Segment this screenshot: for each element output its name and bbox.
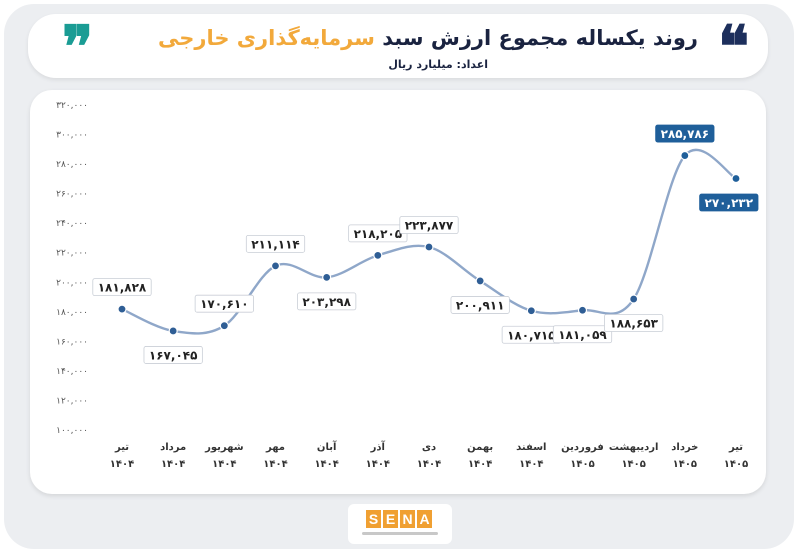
data-label-box xyxy=(194,294,254,313)
data-point xyxy=(475,276,485,286)
data-point xyxy=(526,306,536,316)
data-label-box xyxy=(245,234,306,253)
data-point xyxy=(731,173,741,184)
x-tick-year: ۱۴۰۴ xyxy=(519,459,543,470)
x-tick-month: بهمن xyxy=(467,442,493,453)
x-tick-month: تیر xyxy=(114,442,129,453)
data-label-box xyxy=(552,325,613,344)
y-tick-label: ۱۸۰,۰۰۰ xyxy=(56,308,88,318)
y-tick-label: ۲۴۰,۰۰۰ xyxy=(56,219,88,229)
x-tick-year: ۱۴۰۴ xyxy=(110,459,134,470)
x-tick-month: اردیبهشت xyxy=(609,442,659,453)
data-label: ۱۸۱,۰۵۹ xyxy=(558,328,607,342)
y-tick-label: ۱۴۰,۰۰۰ xyxy=(56,367,88,377)
data-point xyxy=(680,150,690,161)
x-tick-year: ۱۴۰۵ xyxy=(621,459,645,470)
data-label: ۱۸۰,۷۱۵ xyxy=(507,328,556,342)
data-label-box xyxy=(297,292,357,311)
x-tick-year: ۱۴۰۴ xyxy=(366,459,390,470)
data-label-box xyxy=(143,346,203,364)
data-label: ۲۱۱,۱۱۴ xyxy=(251,237,300,251)
data-label: ۲۰۰,۹۱۱ xyxy=(456,298,505,312)
x-tick-month: خرداد xyxy=(671,442,698,453)
y-tick-label: ۳۲۰,۰۰۰ xyxy=(56,101,88,111)
logo-letter: S xyxy=(366,510,381,528)
y-tick-label: ۲۶۰,۰۰۰ xyxy=(56,190,88,200)
data-point xyxy=(322,272,332,283)
data-label: ۱۶۷,۰۴۵ xyxy=(149,348,198,362)
data-point xyxy=(424,242,434,252)
data-point xyxy=(168,326,178,336)
x-tick-year: ۱۴۰۴ xyxy=(417,459,441,470)
data-point xyxy=(629,294,639,304)
x-tick-year: ۱۴۰۴ xyxy=(161,459,185,470)
x-tick-month: مهر xyxy=(265,442,285,453)
x-tick-year: ۱۴۰۴ xyxy=(263,459,287,470)
data-label: ۲۸۵,۷۸۶ xyxy=(661,127,710,141)
chart-card: ۱۰۰,۰۰۰ ۱۲۰,۰۰۰ ۱۴۰,۰۰۰ ۱۶۰,۰۰۰ ۱۸۰,۰۰۰ ۲۰۰,۰… xyxy=(30,90,766,494)
line-chart: ۱۰۰,۰۰۰ ۱۲۰,۰۰۰ ۱۴۰,۰۰۰ ۱۶۰,۰۰۰ ۱۸۰,۰۰۰ ۲۰۰,۰… xyxy=(56,101,759,470)
logo-letter: A xyxy=(417,510,432,528)
x-tick-month: تیر xyxy=(728,442,743,453)
data-label: ۲۰۳,۲۹۸ xyxy=(302,295,351,309)
x-tick-month: آذر xyxy=(370,440,386,453)
data-label-box xyxy=(92,278,152,297)
data-label-box xyxy=(699,193,759,212)
x-tick-month: فروردین xyxy=(561,442,604,453)
title-main: روند یکساله مجموع ارزش سبد xyxy=(382,26,699,50)
data-point xyxy=(577,305,588,315)
y-tick-label: ۲۸۰,۰۰۰ xyxy=(56,160,88,170)
y-tick-label: ۱۶۰,۰۰۰ xyxy=(56,337,88,347)
data-label: ۲۷۰,۲۳۲ xyxy=(705,196,754,210)
data-label-box xyxy=(399,216,459,234)
data-point xyxy=(270,261,281,271)
x-tick-month: مرداد xyxy=(160,442,186,453)
data-point xyxy=(373,250,383,260)
x-tick-year: ۱۴۰۴ xyxy=(314,459,338,470)
y-tick-label: ۳۰۰,۰۰۰ xyxy=(56,131,88,141)
x-tick-year: ۱۴۰۵ xyxy=(724,459,748,470)
data-label: ۲۱۸,۲۰۵ xyxy=(354,227,403,241)
x-tick-year: ۱۴۰۵ xyxy=(570,459,594,470)
data-label: ۱۷۰,۶۱۰ xyxy=(200,297,249,311)
unit-label: اعداد: میلیارد ریال xyxy=(388,58,488,71)
data-point xyxy=(219,321,229,331)
y-tick-label: ۲۲۰,۰۰۰ xyxy=(56,249,88,259)
y-tick-label: ۱۰۰,۰۰۰ xyxy=(56,426,88,436)
logo-tagline xyxy=(362,532,438,535)
y-tick-label: ۱۲۰,۰۰۰ xyxy=(56,396,88,406)
data-label-box xyxy=(604,314,664,332)
data-label: ۲۲۳,۸۷۷ xyxy=(405,218,454,232)
x-tick-month: اسفند xyxy=(516,442,546,453)
data-label: ۱۸۸,۶۵۳ xyxy=(609,317,658,331)
quote-open-icon: ❞ xyxy=(62,13,94,81)
x-tick-month: دی xyxy=(422,442,436,453)
x-tick-month: آبان xyxy=(317,440,337,453)
title-highlight: سرمایه‌گذاری خارجی xyxy=(157,26,375,50)
data-label: ۱۸۱,۸۲۸ xyxy=(98,281,147,295)
x-tick-month: شهریور xyxy=(204,442,244,453)
quote-close-icon: ❝ xyxy=(718,13,750,81)
x-tick-year: ۱۴۰۴ xyxy=(468,459,492,470)
y-tick-label: ۲۰۰,۰۰۰ xyxy=(56,278,88,288)
data-point xyxy=(117,304,127,314)
header-banner: ❞ روند یکساله مجموع ارزش سبد سرمایه‌گذار… xyxy=(28,14,768,78)
data-label-box xyxy=(450,296,510,314)
chart-title: روند یکساله مجموع ارزش سبد سرمایه‌گذاری … xyxy=(148,26,708,50)
logo-letter: E xyxy=(383,510,398,528)
x-tick-year: ۱۴۰۵ xyxy=(673,459,697,470)
data-label-box xyxy=(655,124,715,143)
x-tick-year: ۱۴۰۴ xyxy=(212,459,236,470)
logo-letter: N xyxy=(400,510,415,528)
